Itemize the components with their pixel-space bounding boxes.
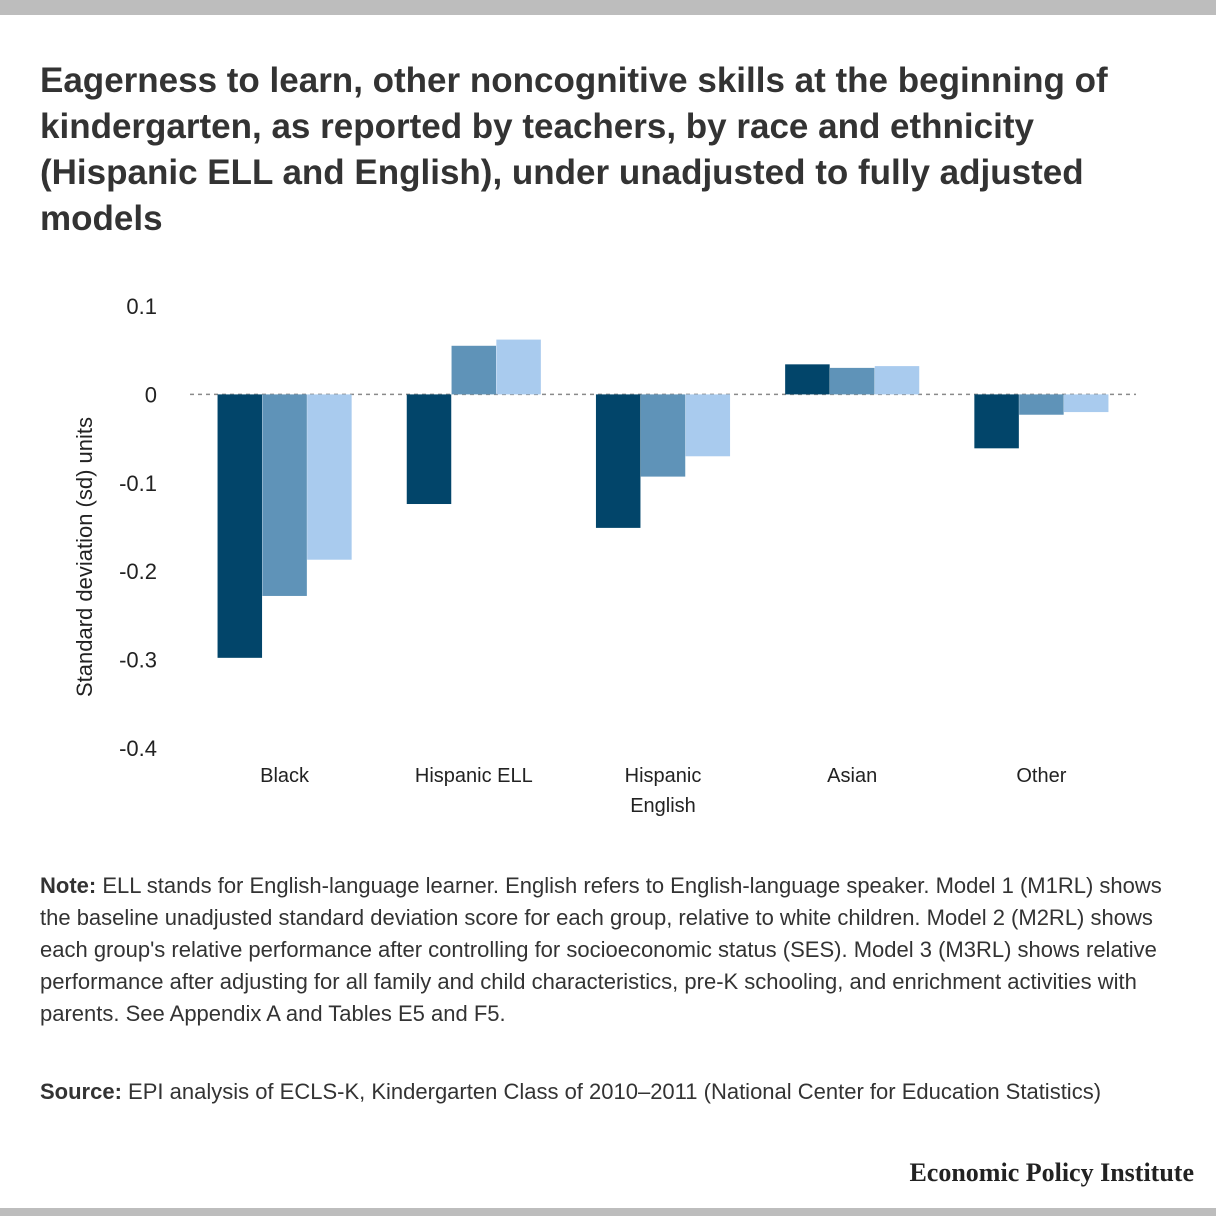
x-tick-label: Hispanic — [625, 765, 702, 787]
note-text: ELL stands for English-language learner.… — [40, 873, 1162, 1026]
y-tick-label: -0.3 — [119, 648, 157, 673]
bar-1-1 — [451, 345, 497, 395]
bar-0-2 — [307, 394, 352, 560]
note-label: Note: — [40, 873, 97, 898]
bar-4-0 — [974, 394, 1019, 449]
y-tick-label: 0 — [145, 382, 157, 407]
x-tick-labels: Black Hispanic ELL Hispanic English Asian Oth… — [260, 765, 1067, 817]
bar-1-2 — [496, 339, 541, 395]
y-tick-label: -0.1 — [119, 471, 157, 496]
chart-title: Eagerness to learn, other noncognitive s… — [40, 61, 1108, 238]
brand-logo-text: Economic Policy Institute — [909, 1158, 1194, 1187]
y-tick-label: -0.4 — [119, 736, 157, 761]
x-tick-label: Other — [1016, 765, 1066, 787]
bars — [217, 339, 1109, 658]
bar-3-1 — [829, 367, 875, 395]
bar-2-1 — [640, 394, 686, 477]
bar-0-0 — [217, 394, 263, 658]
bottom-border-bar — [0, 1208, 1216, 1216]
y-tick-label: -0.2 — [119, 559, 157, 584]
x-tick-label: Asian — [827, 765, 877, 787]
bar-2-0 — [595, 394, 641, 528]
bar-4-2 — [1063, 394, 1109, 413]
source-label: Source: — [40, 1079, 122, 1104]
bar-1-0 — [406, 394, 452, 505]
bar-4-1 — [1019, 394, 1064, 415]
source-text: EPI analysis of ECLS-K, Kindergarten Cla… — [121, 1079, 1102, 1104]
bar-3-0 — [785, 364, 830, 395]
bar-chart: Standard deviation (sd) units 0.1 0 -0.1 -0… — [72, 294, 1136, 817]
y-tick-labels: 0.1 0 -0.1 -0.2 -0.3 -0.4 — [119, 294, 157, 761]
chart-source: Source: EPI analysis of ECLS-K, Kinderga… — [40, 1076, 1180, 1108]
y-axis-label-group: Standard deviation (sd) units — [72, 417, 97, 697]
bar-3-2 — [874, 366, 920, 395]
x-tick-label: Black — [260, 765, 310, 787]
x-tick-label: English — [630, 795, 696, 817]
x-tick-label: Hispanic ELL — [415, 765, 533, 787]
top-border-bar — [0, 0, 1216, 15]
bar-2-2 — [685, 394, 731, 457]
y-axis-label: Standard deviation (sd) units — [72, 417, 97, 697]
y-tick-label: 0.1 — [126, 294, 157, 319]
chart-note: Note: ELL stands for English-language le… — [40, 870, 1180, 1030]
bar-0-1 — [262, 394, 307, 596]
